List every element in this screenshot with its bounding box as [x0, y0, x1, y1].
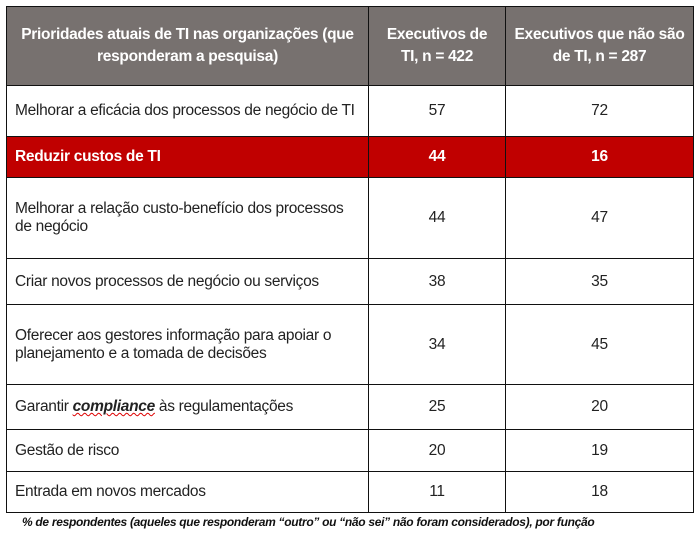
label-pre: Garantir [15, 398, 73, 415]
it-value: 20 [368, 429, 506, 472]
it-value: 11 [368, 471, 506, 513]
non-it-value: 20 [505, 384, 694, 430]
row-label: Oferecer aos gestores informação para ap… [6, 304, 369, 385]
non-it-value: 72 [505, 85, 694, 137]
table-row: Melhorar a relação custo-benefício dos p… [6, 177, 694, 259]
row-label: Reduzir custos de TI [6, 136, 369, 178]
row-label: Gestão de risco [6, 429, 369, 472]
table-row: Gestão de risco 20 19 [6, 429, 694, 472]
table-row: Entrada em novos mercados 11 18 [6, 471, 694, 513]
row-label: Melhorar a eficácia dos processos de neg… [6, 85, 369, 137]
table-row: Garantir compliance às regulamentações 2… [6, 384, 694, 430]
it-value: 34 [368, 304, 506, 385]
non-it-value: 18 [505, 471, 694, 513]
footnote: % de respondentes (aqueles que responder… [22, 515, 595, 529]
header-row: Prioridades atuais de TI nas organizaçõe… [6, 6, 694, 86]
non-it-value: 19 [505, 429, 694, 472]
it-value: 38 [368, 258, 506, 305]
table-row: Melhorar a eficácia dos processos de neg… [6, 85, 694, 137]
header-non-it-executives: Executivos que não são de TI, n = 287 [505, 6, 694, 86]
row-label: Criar novos processos de negócio ou serv… [6, 258, 369, 305]
row-label: Melhorar a relação custo-benefício dos p… [6, 177, 369, 259]
non-it-value: 16 [505, 136, 694, 178]
table-row-highlighted: Reduzir custos de TI 44 16 [6, 136, 694, 178]
label-post: às regulamentações [154, 398, 294, 415]
row-label: Entrada em novos mercados [6, 471, 369, 513]
row-label: Garantir compliance às regulamentações [6, 384, 369, 430]
it-value: 57 [368, 85, 506, 137]
it-value: 44 [368, 136, 506, 178]
non-it-value: 35 [505, 258, 694, 305]
non-it-value: 47 [505, 177, 694, 259]
header-it-executives: Executivos de TI, n = 422 [368, 6, 506, 86]
priorities-table: Prioridades atuais de TI nas organizaçõe… [6, 6, 694, 513]
table-row: Oferecer aos gestores informação para ap… [6, 304, 694, 385]
it-value: 25 [368, 384, 506, 430]
non-it-value: 45 [505, 304, 694, 385]
label-emphasis: compliance [72, 398, 156, 415]
it-value: 44 [368, 177, 506, 259]
table-row: Criar novos processos de negócio ou serv… [6, 258, 694, 305]
header-priorities: Prioridades atuais de TI nas organizaçõe… [6, 6, 369, 86]
